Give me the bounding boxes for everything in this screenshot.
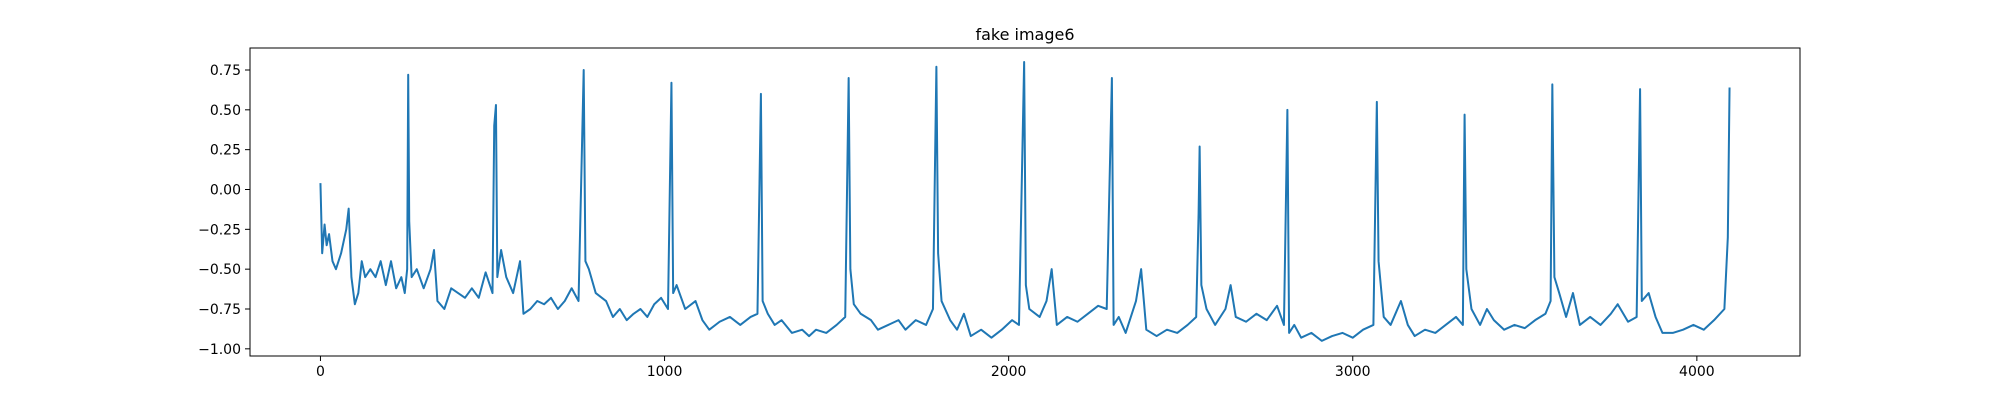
- chart-title: fake image6: [975, 25, 1074, 44]
- x-tick-label: 0: [316, 364, 325, 380]
- y-tick-label: −0.25: [198, 222, 241, 238]
- x-tick-label: 4000: [1679, 364, 1715, 380]
- y-tick-label: −1.00: [198, 342, 241, 358]
- x-tick-label: 2000: [991, 364, 1027, 380]
- data-line: [319, 61, 1731, 342]
- y-tick-label: 0.25: [210, 143, 241, 159]
- y-tick-label: 0.75: [210, 63, 241, 79]
- y-tick-label: −0.50: [198, 262, 241, 278]
- y-tick-label: 0.50: [210, 103, 241, 119]
- x-tick-label: 1000: [647, 364, 683, 380]
- x-tick-label: 3000: [1335, 364, 1371, 380]
- axes-frame: [249, 47, 1801, 357]
- y-tick-label: 0.00: [210, 182, 241, 198]
- y-tick-label: −0.75: [198, 302, 241, 318]
